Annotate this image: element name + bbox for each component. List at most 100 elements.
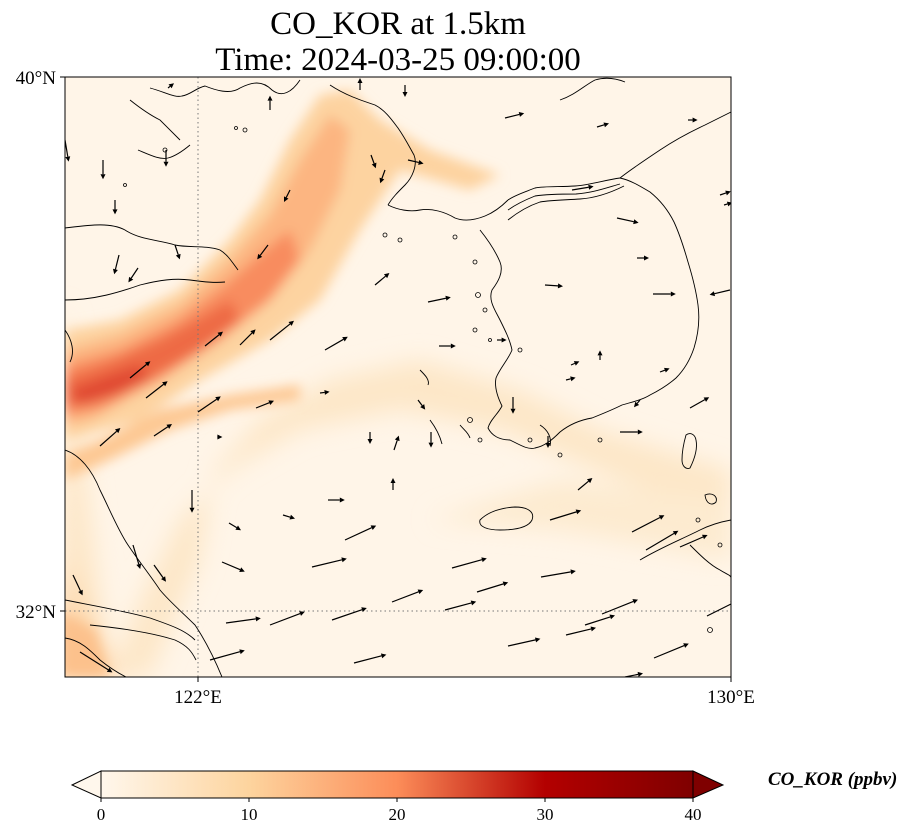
- wind-arrow: [571, 184, 594, 191]
- wind-arrow: [679, 534, 708, 548]
- wind-arrow: [565, 626, 596, 636]
- wind-arrow: [393, 435, 400, 451]
- wind-arrow: [209, 649, 245, 661]
- coastlines: [65, 77, 731, 677]
- islands: [123, 126, 723, 633]
- wind-arrow: [570, 361, 580, 366]
- wind-arrow: [145, 381, 168, 399]
- colorbar-label: CO_KOR (ppbv): [768, 769, 898, 790]
- wind-vector-field: [65, 78, 731, 677]
- co-plume-layer: [65, 90, 500, 677]
- wind-arrow: [653, 643, 689, 659]
- map-area: [65, 77, 731, 677]
- wind-arrow: [620, 429, 643, 435]
- lon-tick-122e: 122°E: [174, 687, 222, 708]
- wind-arrow: [504, 111, 525, 119]
- wind-arrow: [637, 255, 649, 261]
- wind-arrow: [444, 600, 477, 611]
- wind-arrow: [239, 329, 256, 346]
- wind-arrow: [659, 367, 670, 373]
- colorbar-max-extend: [692, 770, 725, 799]
- wind-arrow: [723, 201, 731, 207]
- colorbar-tick-30: 30: [536, 805, 554, 824]
- wind-arrow: [689, 397, 710, 409]
- colorbar: [70, 770, 725, 802]
- wind-arrow: [129, 361, 151, 379]
- wind-arrow: [616, 217, 639, 225]
- wind-arrow: [709, 289, 731, 297]
- wind-arrow: [390, 478, 396, 490]
- wind-arrow: [597, 350, 603, 360]
- wind-arrow: [497, 337, 507, 343]
- wind-arrow: [255, 400, 274, 409]
- wind-arrow: [510, 397, 516, 414]
- wind-arrow: [357, 78, 363, 90]
- wind-arrow: [634, 399, 641, 408]
- wind-arrow: [267, 95, 273, 110]
- wind-arrow: [344, 525, 377, 541]
- wind-arrow: [645, 530, 679, 551]
- wind-arrow: [269, 320, 294, 341]
- gridlines: [65, 77, 731, 677]
- wind-arrow: [163, 150, 169, 167]
- wind-arrow: [225, 616, 261, 624]
- wind-arrow: [544, 283, 563, 289]
- colorbar-tick-40: 40: [684, 805, 702, 824]
- wind-arrow: [197, 396, 221, 413]
- axis-ticks: [60, 76, 732, 682]
- co-haze-layer: [65, 300, 731, 677]
- wind-arrow: [653, 291, 676, 297]
- map-frame: [64, 76, 732, 678]
- wind-arrow: [257, 244, 269, 260]
- wind-arrow: [427, 295, 451, 303]
- wind-arrow: [417, 399, 426, 410]
- wind-arrow: [540, 569, 576, 578]
- wind-arrow: [112, 254, 120, 275]
- colorbar-tick-20: 20: [388, 805, 406, 824]
- wind-arrow: [72, 574, 83, 596]
- wind-arrow: [428, 432, 434, 448]
- wind-arrow: [319, 389, 330, 395]
- wind-arrow: [367, 432, 373, 444]
- wind-arrow: [476, 581, 509, 593]
- wind-arrow: [228, 522, 241, 531]
- wind-arrow: [353, 653, 387, 664]
- map-title-line1: CO_KOR at 1.5km: [270, 6, 526, 42]
- wind-arrow: [167, 83, 174, 89]
- wind-arrow: [132, 544, 142, 569]
- wind-arrow: [79, 651, 113, 673]
- wind-arrow: [221, 561, 245, 572]
- wind-arrow: [217, 434, 223, 440]
- lat-tick-32n: 32°N: [16, 602, 57, 623]
- wind-arrow: [153, 564, 166, 582]
- lon-tick-130e: 130°E: [707, 687, 755, 708]
- wind-arrow: [565, 376, 576, 382]
- wind-arrow: [451, 557, 487, 569]
- wind-arrow: [719, 190, 731, 196]
- wind-arrow: [128, 267, 139, 283]
- wind-arrow: [174, 244, 181, 260]
- wind-arrow: [631, 515, 665, 533]
- wind-arrow: [391, 589, 424, 603]
- colorbar-min-extend: [70, 770, 102, 799]
- wind-arrow: [584, 614, 615, 626]
- colorbar-tick-10: 10: [240, 805, 258, 824]
- colorbar-tick-0: 0: [96, 805, 106, 824]
- wind-arrow: [374, 273, 390, 286]
- wind-arrow: [379, 169, 386, 184]
- wind-arrow: [402, 85, 408, 97]
- wind-arrow: [507, 637, 541, 647]
- wind-arrow: [688, 117, 698, 123]
- wind-arrow: [269, 611, 305, 626]
- wind-arrow: [601, 599, 638, 615]
- wind-arrow: [284, 189, 291, 202]
- wind-arrow: [549, 509, 582, 521]
- wind-arrow: [112, 200, 118, 215]
- wind-arrow: [596, 122, 609, 128]
- wind-arrow: [324, 336, 348, 351]
- wind-arrow: [311, 557, 347, 568]
- wind-arrow: [331, 607, 367, 621]
- wind-arrow: [204, 331, 223, 347]
- wind-arrow: [439, 343, 456, 349]
